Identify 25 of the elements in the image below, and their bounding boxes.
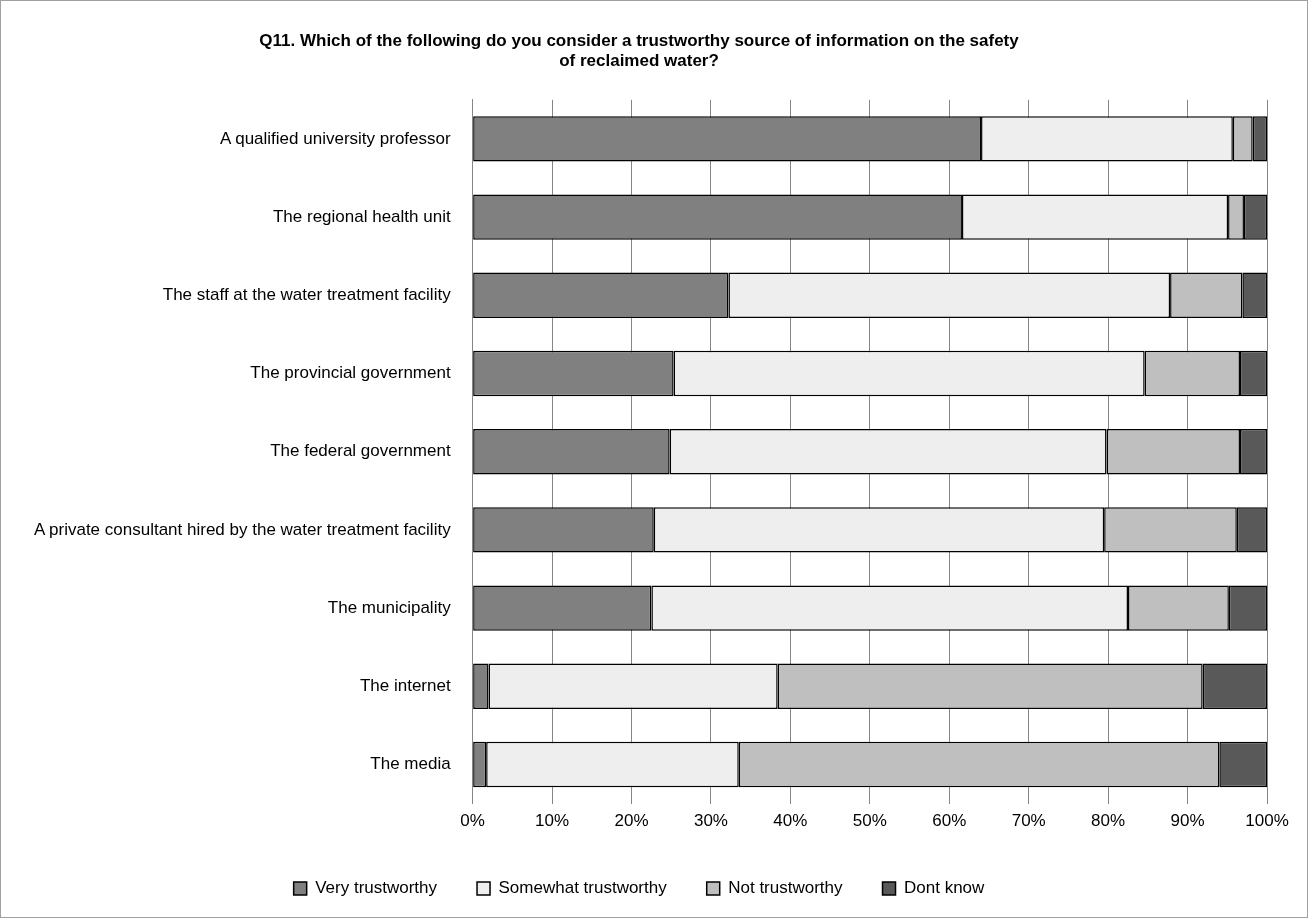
y-tick-label: The provincial government	[250, 363, 451, 383]
legend-label: Somewhat trustworthy	[498, 878, 668, 898]
x-tick-label: 0%	[460, 811, 485, 831]
x-tick-label: 50%	[852, 811, 887, 831]
x-tick-label: 20%	[614, 811, 649, 831]
x-tick-label: 30%	[693, 811, 728, 831]
legend-label: Very trustworthy	[315, 878, 438, 898]
x-tick-label: 80%	[1091, 811, 1126, 831]
y-tick-label: A qualified university professor	[220, 128, 451, 148]
y-tick-label: The federal government	[270, 441, 451, 461]
x-tick-label: 40%	[773, 811, 808, 831]
legend-label: Dont know	[904, 878, 986, 898]
x-tick-label: 70%	[1011, 811, 1046, 831]
x-tick-label: 100%	[1245, 811, 1289, 831]
y-tick-label: The municipality	[327, 597, 452, 617]
y-tick-label: A private consultant hired by the water treatment facility	[33, 519, 452, 539]
x-tick-label: 60%	[932, 811, 967, 831]
x-tick-label: 10%	[535, 811, 570, 831]
x-tick-label: 90%	[1170, 811, 1205, 831]
y-tick-label: The media	[370, 754, 452, 774]
legend-label: Not trustworthy	[728, 878, 844, 898]
y-tick-label: The internet	[359, 675, 451, 695]
y-tick-label: The regional health unit	[272, 206, 451, 226]
y-tick-label: The staff at the water treatment facility	[162, 284, 452, 304]
chart-title: Q11. Which of the following do you consider a trustworthy source of information on the safety of reclaimed water?	[259, 30, 1020, 71]
